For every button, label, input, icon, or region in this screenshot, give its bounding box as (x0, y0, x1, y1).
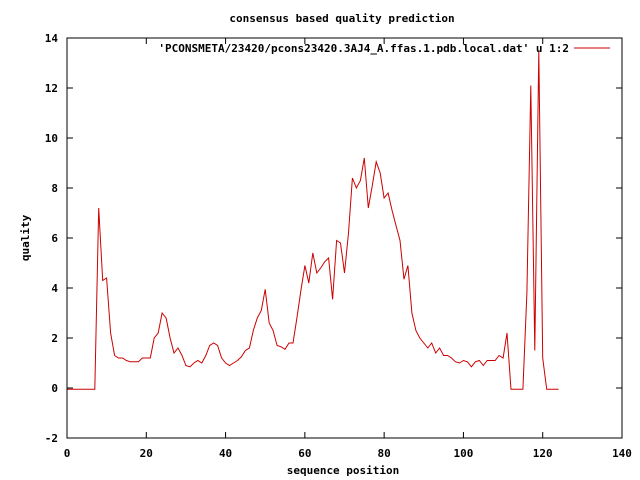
y-tick-label: 4 (51, 282, 58, 295)
series-line (67, 50, 559, 390)
x-axis-label: sequence position (287, 464, 400, 477)
x-tick-label: 80 (378, 447, 391, 460)
y-tick-label: 12 (45, 82, 58, 95)
y-tick-label: -2 (45, 432, 58, 445)
legend-label: 'PCONSMETA/23420/pcons23420.3AJ4_A.ffas.… (158, 42, 569, 55)
series-group (67, 50, 559, 390)
x-tick-label: 100 (453, 447, 473, 460)
plot-frame (66, 37, 623, 439)
y-tick-label: 10 (45, 132, 58, 145)
chart-title: consensus based quality prediction (229, 12, 454, 25)
y-tick-label: 14 (45, 32, 59, 45)
x-tick-label: 60 (298, 447, 311, 460)
legend: 'PCONSMETA/23420/pcons23420.3AJ4_A.ffas.… (158, 42, 610, 55)
tick-labels: 0 20 40 60 80 100 120 140 -2 0 2 4 6 8 10 12 14 (45, 32, 632, 460)
y-axis-label: quality (19, 214, 32, 261)
x-tick-label: 0 (64, 447, 71, 460)
y-tick-label: 8 (51, 182, 58, 195)
y-tick-label: 0 (51, 382, 58, 395)
x-tick-label: 40 (219, 447, 232, 460)
x-tick-label: 120 (533, 447, 553, 460)
x-tick-label: 20 (140, 447, 153, 460)
x-tick-label: 140 (612, 447, 632, 460)
y-tick-label: 2 (51, 332, 58, 345)
y-tick-label: 6 (51, 232, 58, 245)
